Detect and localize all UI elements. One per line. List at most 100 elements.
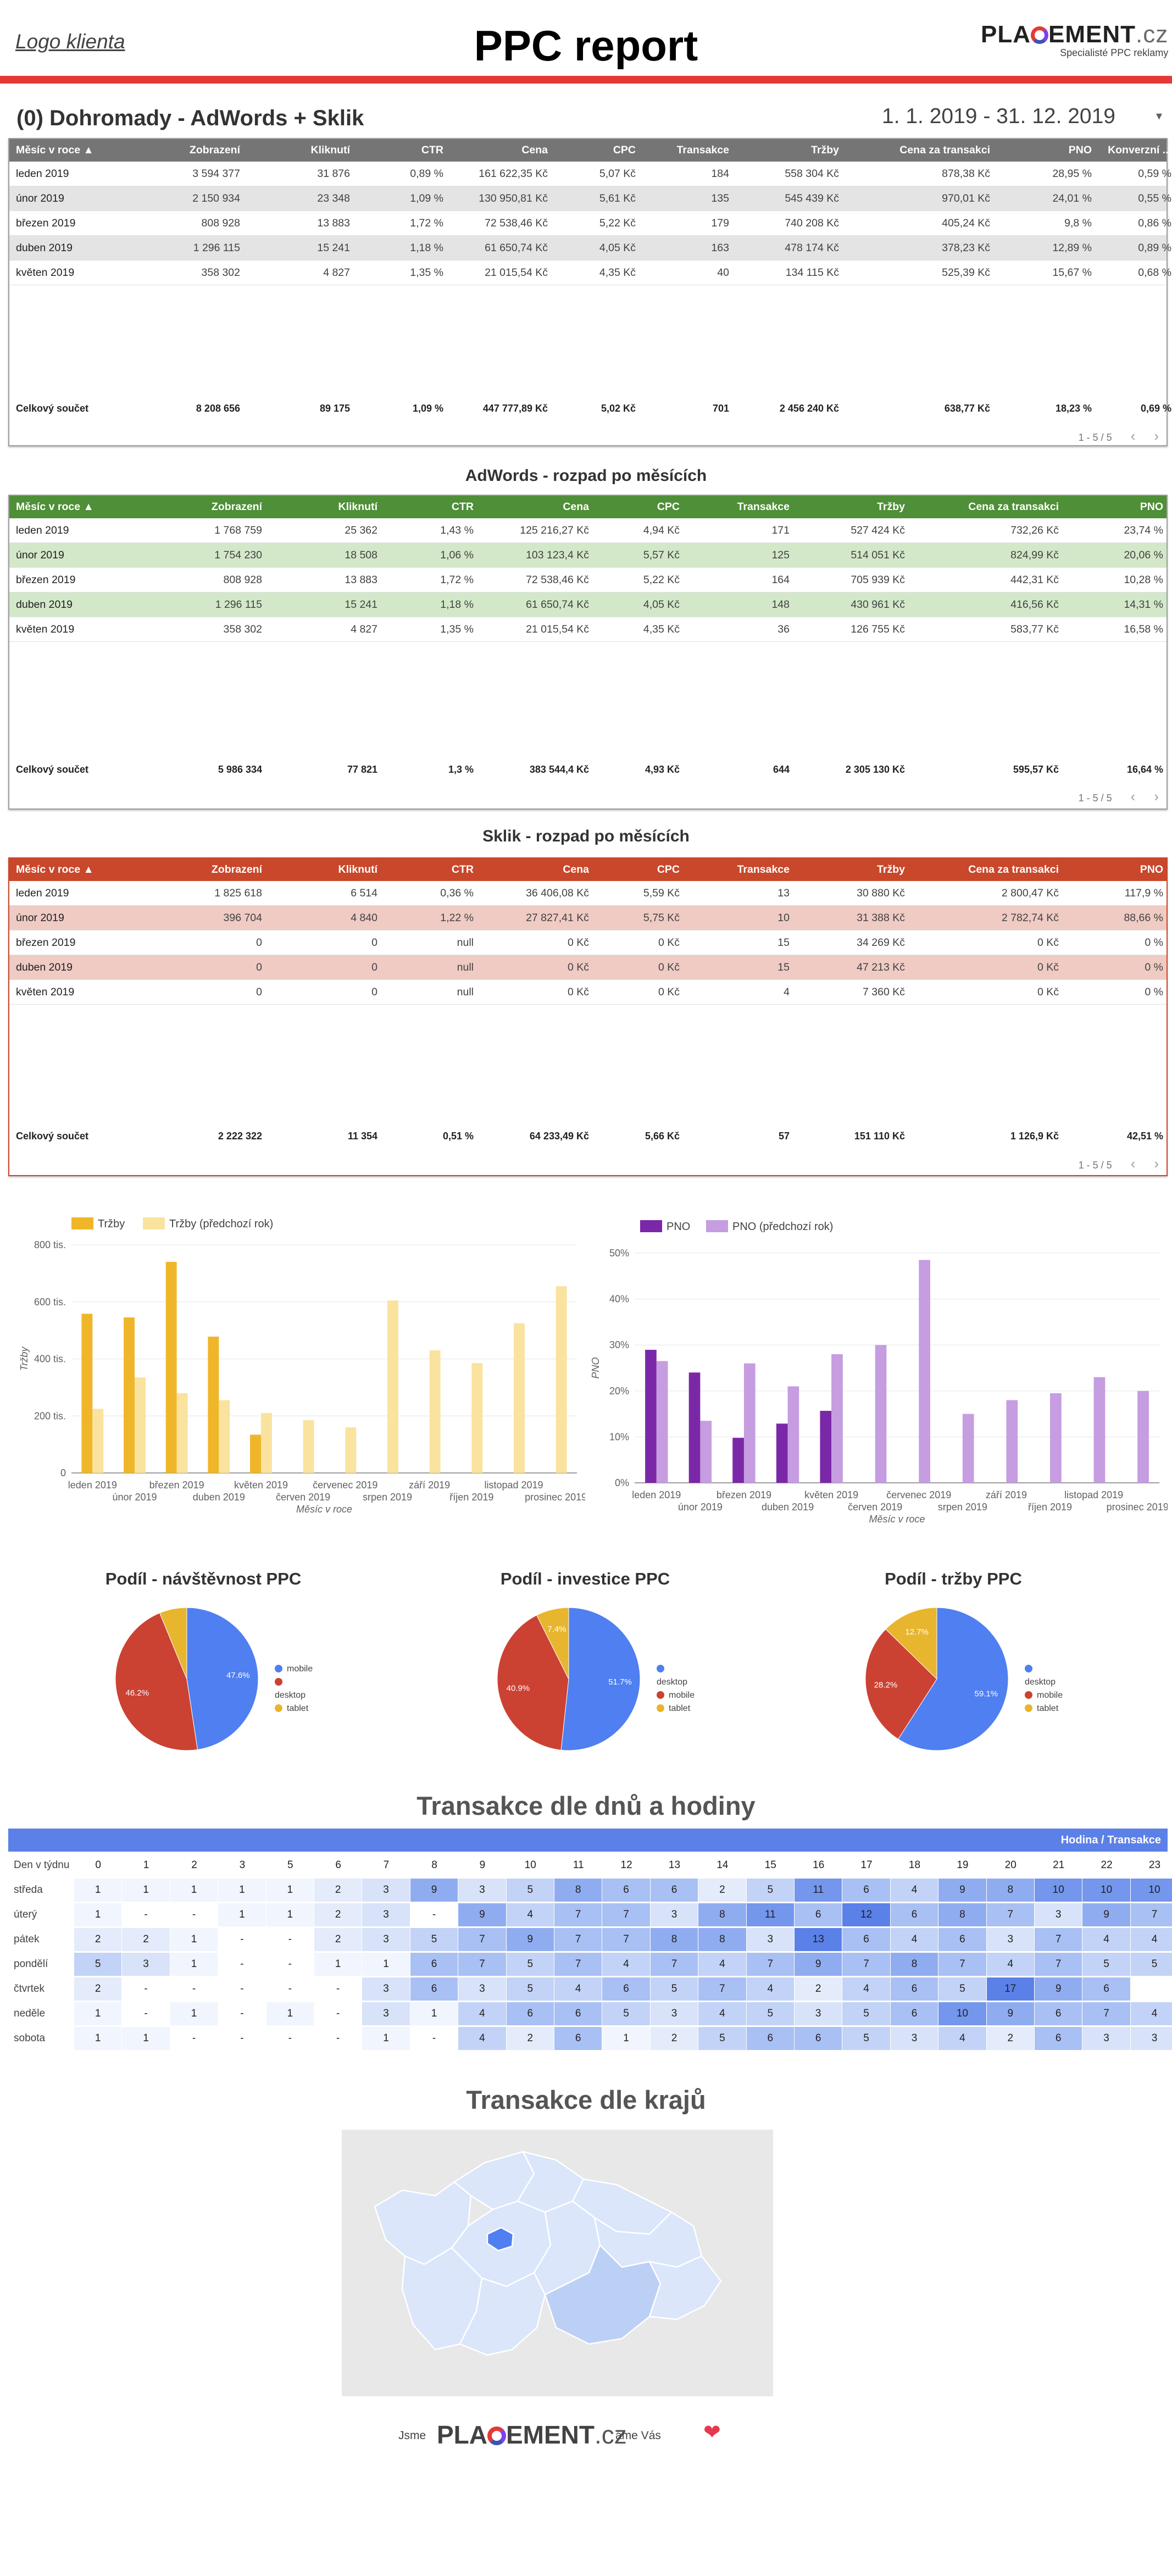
column-header[interactable]: Měsíc v roce ▲	[16, 863, 94, 876]
heatmap-cell[interactable]: 3	[458, 1977, 506, 2001]
heatmap-cell[interactable]: 6	[650, 1879, 698, 1902]
heatmap-cell[interactable]: 6	[938, 1928, 986, 1951]
heatmap-cell[interactable]: 4	[458, 2027, 506, 2050]
heatmap-cell[interactable]: 6	[602, 1977, 650, 2001]
heatmap-cell[interactable]: 4	[698, 1953, 746, 1976]
heatmap-cell[interactable]: -	[218, 1953, 266, 1976]
heatmap-cell[interactable]: 3	[1035, 1903, 1082, 1926]
heatmap-cell[interactable]: 1	[74, 1903, 122, 1926]
heatmap-cell[interactable]: 4	[746, 1977, 794, 2001]
bar[interactable]	[1006, 1400, 1018, 1483]
heatmap-cell[interactable]: 7	[1035, 1953, 1082, 1976]
bar[interactable]	[165, 1262, 177, 1473]
pie-slice[interactable]	[536, 1607, 569, 1680]
heatmap-cell[interactable]: 10	[1082, 1879, 1130, 1902]
heatmap-cell[interactable]: 5	[602, 2002, 650, 2025]
heatmap-cell[interactable]: 5	[410, 1928, 458, 1951]
date-range-picker[interactable]: 1. 1. 2019 - 31. 12. 2019 ▾	[882, 104, 1168, 132]
bar[interactable]	[645, 1349, 657, 1483]
heatmap-cell[interactable]: 7	[554, 1928, 602, 1951]
heatmap-cell[interactable]: -	[314, 1977, 362, 2001]
heatmap-cell[interactable]: 1	[170, 1879, 218, 1902]
heatmap-cell[interactable]: 7	[602, 1903, 650, 1926]
heatmap-cell[interactable]: 5	[506, 1879, 554, 1902]
column-header[interactable]: CPC	[657, 863, 680, 876]
heatmap-cell[interactable]: 6	[1035, 2027, 1082, 2050]
heatmap-cell[interactable]: 6	[410, 1977, 458, 2001]
heatmap-cell[interactable]: 1	[74, 1879, 122, 1902]
heatmap-cell[interactable]: 4	[602, 1953, 650, 1976]
bar[interactable]	[261, 1413, 272, 1473]
heatmap-cell[interactable]: 4	[554, 1977, 602, 2001]
heatmap-cell[interactable]: -	[170, 1977, 218, 2001]
heatmap-cell[interactable]: 6	[1082, 1977, 1130, 2001]
column-header[interactable]: Měsíc v roce ▲	[16, 144, 94, 156]
heatmap-cell[interactable]: 9	[986, 2002, 1034, 2025]
pie-slice[interactable]	[497, 1615, 569, 1750]
heatmap-cell[interactable]: 10	[1130, 1879, 1172, 1902]
pie-slice[interactable]	[159, 1607, 187, 1680]
heatmap-cell[interactable]: 6	[842, 1928, 890, 1951]
bar[interactable]	[1050, 1393, 1062, 1483]
heatmap-cell[interactable]: 8	[986, 1879, 1034, 1902]
heatmap-cell[interactable]: 1	[122, 1879, 170, 1902]
heatmap-cell[interactable]: 9	[1035, 1977, 1082, 2001]
column-header[interactable]: Měsíc v roce ▲	[16, 501, 94, 513]
heatmap-cell[interactable]: -	[122, 1903, 170, 1926]
heatmap-cell[interactable]: 1	[266, 1903, 314, 1926]
column-header[interactable]: Tržby	[811, 144, 839, 156]
map-region-southeast[interactable]	[648, 2255, 722, 2320]
heatmap-cell[interactable]: 2	[506, 2027, 554, 2050]
heatmap-cell[interactable]: 9	[1082, 1903, 1130, 1926]
bar[interactable]	[776, 1423, 788, 1483]
bar[interactable]	[919, 1260, 930, 1483]
heatmap-cell[interactable]: 5	[1130, 1953, 1172, 1976]
heatmap-cell[interactable]: 5	[650, 1977, 698, 2001]
bar[interactable]	[135, 1377, 146, 1473]
column-header[interactable]: Transakce	[737, 863, 790, 876]
heatmap-cell[interactable]: 8	[938, 1903, 986, 1926]
heatmap-cell[interactable]: 4	[1130, 1928, 1172, 1951]
heatmap-cell[interactable]: 5	[1082, 1953, 1130, 1976]
heatmap-cell[interactable]: 2	[74, 1977, 122, 2001]
heatmap-cell[interactable]: 7	[602, 1928, 650, 1951]
heatmap-cell[interactable]: 17	[986, 1977, 1034, 2001]
heatmap-cell[interactable]: 7	[458, 1928, 506, 1951]
heatmap-cell[interactable]: 1	[362, 1953, 410, 1976]
heatmap-cell[interactable]: 6	[890, 1903, 938, 1926]
bar[interactable]	[787, 1386, 799, 1483]
map-region-south[interactable]	[459, 2272, 546, 2356]
heatmap-cell[interactable]: 8	[554, 1879, 602, 1902]
heatmap-cell[interactable]: 1	[74, 2027, 122, 2050]
heatmap-cell[interactable]: 3	[362, 1879, 410, 1902]
heatmap-cell[interactable]: 3	[362, 1903, 410, 1926]
heatmap-cell[interactable]: 2	[314, 1879, 362, 1902]
heatmap-cell[interactable]: 3	[746, 1928, 794, 1951]
heatmap-cell[interactable]: 2	[795, 1977, 842, 2001]
bar[interactable]	[820, 1410, 832, 1483]
heatmap-cell[interactable]: 3	[795, 2002, 842, 2025]
bar[interactable]	[92, 1409, 104, 1473]
heatmap-cell[interactable]: 1	[170, 2002, 218, 2025]
bar[interactable]	[208, 1336, 219, 1473]
column-header[interactable]: Zobrazení	[211, 863, 262, 876]
column-header[interactable]: Cena	[563, 501, 589, 513]
bar[interactable]	[700, 1421, 712, 1483]
heatmap-cell[interactable]: 2	[122, 1928, 170, 1951]
heatmap-cell[interactable]: 3	[1130, 2027, 1172, 2050]
heatmap-cell[interactable]: 6	[842, 1879, 890, 1902]
bar[interactable]	[688, 1372, 701, 1483]
heatmap-cell[interactable]: 2	[650, 2027, 698, 2050]
pie-slice[interactable]	[560, 1607, 641, 1751]
bar[interactable]	[1093, 1377, 1106, 1483]
pie-slice[interactable]	[897, 1607, 1009, 1751]
heatmap-cell[interactable]: -	[218, 2002, 266, 2025]
column-header[interactable]: Kliknutí	[310, 144, 351, 156]
chevron-down-icon[interactable]: ▾	[1156, 109, 1162, 123]
heatmap-cell[interactable]: -	[266, 1977, 314, 2001]
heatmap-cell[interactable]: 3	[1082, 2027, 1130, 2050]
heatmap-cell[interactable]: 6	[890, 2002, 938, 2025]
column-header[interactable]: Transakce	[737, 501, 790, 513]
heatmap-cell[interactable]: 6	[746, 2027, 794, 2050]
heatmap-cell[interactable]: 1	[218, 1903, 266, 1926]
